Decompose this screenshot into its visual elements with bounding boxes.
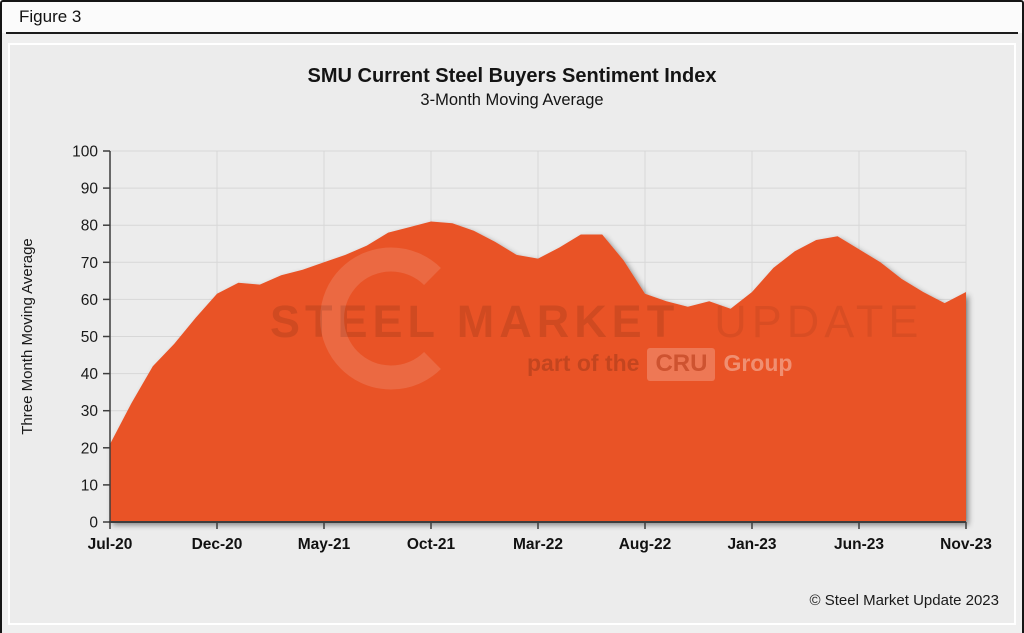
y-tick-label: 60	[81, 292, 99, 309]
figure-label: Figure 3	[19, 7, 82, 26]
y-tick-label: 100	[72, 144, 98, 161]
y-tick-label: 40	[81, 366, 99, 383]
y-tick-label: 90	[81, 181, 99, 198]
x-tick-label: Jul-20	[88, 536, 133, 553]
chart-card: SMU Current Steel Buyers Sentiment Index…	[8, 43, 1016, 625]
y-tick-label: 10	[81, 477, 99, 494]
y-tick-label: 0	[89, 515, 98, 532]
x-tick-label: Mar-22	[513, 536, 563, 553]
x-tick-label: Oct-21	[407, 536, 456, 553]
figure-header: Figure 3	[2, 2, 1022, 33]
sentiment-area-chart: 0 10 20 30 40 50 60 70 80 90 100 Jul-20 Dec-20 May-21…	[19, 144, 992, 554]
chart-title: SMU Current Steel Buyers Sentiment Index	[307, 65, 717, 87]
header-divider	[6, 32, 1018, 34]
copyright-notice: © Steel Market Update 2023	[809, 592, 1000, 609]
chart-subtitle: 3-Month Moving Average	[420, 91, 604, 109]
y-tick-label: 30	[81, 403, 99, 420]
x-tick-label: May-21	[298, 536, 351, 553]
y-tick-label: 80	[81, 218, 99, 235]
y-tick-label: 70	[81, 255, 99, 272]
x-tick-label: Jun-23	[834, 536, 884, 553]
x-tick-label: Jan-23	[727, 536, 776, 553]
sentiment-area-series	[110, 221, 966, 522]
x-tick-label: Aug-22	[619, 536, 672, 553]
y-axis-title: Three Month Moving Average	[19, 238, 36, 435]
y-tick-label: 50	[81, 329, 99, 346]
x-tick-label: Nov-23	[940, 536, 992, 553]
y-tick-label: 20	[81, 440, 99, 457]
x-tick-label: Dec-20	[192, 536, 243, 553]
